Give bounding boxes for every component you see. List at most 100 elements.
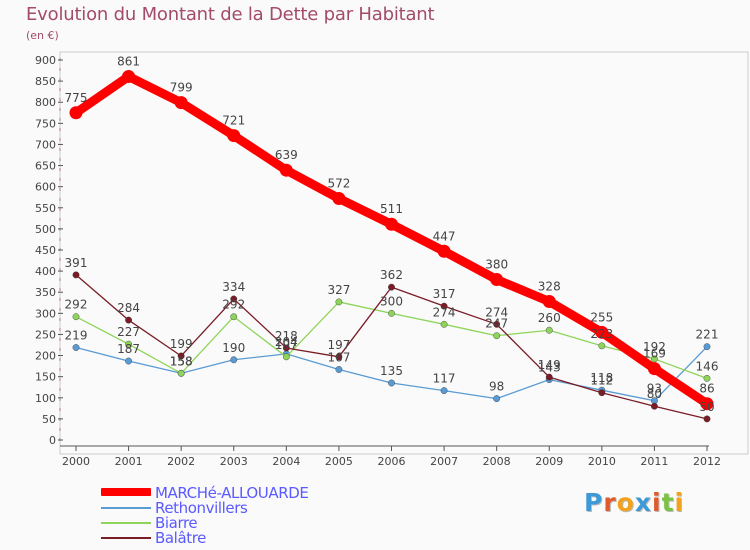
- y-tick-label: 200: [35, 350, 56, 363]
- data-point-bala-tre: [598, 389, 606, 397]
- data-point-rethonvillers: [440, 387, 448, 394]
- data-point-rethonvillers: [493, 395, 501, 403]
- data-label-biarre: 292: [222, 298, 245, 312]
- data-label-bala-tre: 149: [538, 358, 561, 372]
- x-tick-label: 2003: [220, 455, 248, 468]
- legend-swatch-marche-allouarde: [101, 488, 151, 496]
- x-tick-label: 2012: [693, 455, 721, 468]
- y-tick-label: 0: [49, 434, 56, 447]
- data-point-marche-allouarde: [122, 69, 136, 83]
- data-point-biarre: [72, 313, 80, 321]
- legend-label-rethonvillers: Rethonvillers: [155, 499, 248, 517]
- data-label-bala-tre: 197: [327, 338, 350, 352]
- data-label-biarre: 274: [433, 305, 456, 319]
- y-tick-label: 550: [35, 202, 56, 215]
- data-label-rethonvillers: 117: [433, 372, 456, 386]
- data-point-marche-allouarde: [174, 96, 188, 110]
- data-label-biarre: 197: [275, 338, 298, 352]
- data-label-rethonvillers: 98: [489, 380, 504, 394]
- chart-title: Evolution du Montant de la Dette par Hab…: [26, 4, 435, 25]
- data-label-marche-allouarde: 328: [538, 280, 561, 294]
- y-tick-label: 150: [35, 371, 56, 384]
- data-label-marche-allouarde: 639: [275, 148, 298, 162]
- data-label-marche-allouarde: 721: [222, 114, 245, 128]
- y-tick-label: 700: [35, 138, 56, 151]
- data-point-biarre: [440, 320, 448, 328]
- data-label-marche-allouarde: 511: [380, 202, 403, 216]
- data-label-bala-tre: 218: [275, 329, 298, 343]
- data-point-marche-allouarde: [437, 244, 451, 258]
- data-point-bala-tre: [651, 402, 658, 410]
- data-label-biarre: 146: [696, 359, 719, 373]
- data-label-bala-tre: 199: [170, 337, 193, 351]
- legend-label-marche-allouarde: MARCHé-ALLOUARDE: [155, 484, 309, 502]
- x-tick-label: 2002: [167, 455, 195, 468]
- data-point-rethonvillers: [335, 366, 343, 373]
- data-point-biarre: [598, 342, 606, 350]
- data-label-bala-tre: 80: [647, 387, 662, 401]
- y-tick-label: 50: [42, 413, 56, 426]
- data-point-biarre: [335, 298, 343, 306]
- data-label-rethonvillers: 167: [327, 350, 350, 364]
- data-point-biarre: [703, 374, 711, 382]
- chart-subtitle: (en €): [26, 29, 59, 42]
- data-point-marche-allouarde: [647, 362, 661, 376]
- data-point-marche-allouarde: [332, 191, 346, 205]
- data-point-bala-tre: [703, 415, 711, 423]
- data-point-bala-tre: [493, 320, 501, 328]
- y-tick-label: 400: [35, 265, 56, 278]
- data-label-bala-tre: 284: [117, 301, 140, 315]
- data-point-biarre: [493, 332, 501, 340]
- y-tick-label: 500: [35, 223, 56, 236]
- y-tick-label: 250: [35, 328, 56, 341]
- data-label-rethonvillers: 221: [696, 328, 719, 342]
- data-point-marche-allouarde: [490, 273, 504, 287]
- data-point-marche-allouarde: [595, 325, 609, 339]
- data-point-biarre: [177, 369, 185, 377]
- data-label-rethonvillers: 158: [170, 354, 193, 368]
- data-point-bala-tre: [388, 283, 395, 291]
- data-label-bala-tre: 317: [433, 287, 456, 301]
- data-point-rethonvillers: [230, 356, 238, 364]
- data-point-biarre: [545, 326, 553, 334]
- logo-letter: r: [603, 488, 617, 517]
- data-label-bala-tre: 391: [65, 256, 88, 270]
- data-label-biarre: 260: [538, 311, 561, 325]
- data-label-marche-allouarde: 255: [590, 310, 613, 324]
- legend-swatch-balatre: [101, 537, 151, 539]
- legend-swatch-biarre: [101, 522, 151, 524]
- x-tick-label: 2009: [535, 455, 563, 468]
- data-label-marche-allouarde: 775: [65, 91, 88, 105]
- data-point-biarre: [230, 313, 238, 321]
- data-label-marche-allouarde: 572: [327, 176, 350, 190]
- data-point-marche-allouarde: [385, 217, 398, 231]
- data-point-bala-tre: [545, 373, 553, 381]
- y-tick-label: 850: [35, 75, 56, 88]
- y-tick-label: 300: [35, 307, 56, 320]
- x-tick-label: 2006: [378, 455, 406, 468]
- data-label-bala-tre: 334: [222, 280, 245, 294]
- data-point-bala-tre: [282, 344, 290, 352]
- data-point-rethonvillers: [72, 344, 80, 351]
- data-point-marche-allouarde: [227, 129, 241, 143]
- data-point-rethonvillers: [388, 379, 395, 387]
- data-label-marche-allouarde: 169: [643, 347, 666, 361]
- data-label-marche-allouarde: 799: [170, 81, 193, 95]
- data-point-bala-tre: [125, 316, 132, 324]
- x-tick-label: 2008: [483, 455, 511, 468]
- data-label-rethonvillers: 187: [117, 342, 140, 356]
- data-label-rethonvillers: 118: [590, 371, 613, 385]
- y-tick-label: 750: [35, 117, 56, 130]
- data-label-rethonvillers: 143: [538, 361, 561, 375]
- data-label-marche-allouarde: 380: [485, 258, 508, 272]
- data-label-biarre: 327: [327, 283, 350, 297]
- data-label-biarre: 158: [170, 354, 193, 368]
- y-tick-label: 900: [35, 54, 56, 67]
- logo-letter: x: [634, 488, 652, 517]
- data-label-bala-tre: 362: [380, 268, 403, 282]
- data-label-bala-tre: 274: [485, 305, 508, 319]
- data-label-rethonvillers: 204: [275, 335, 298, 349]
- x-tick-label: 2010: [588, 455, 616, 468]
- data-label-biarre: 292: [65, 298, 88, 312]
